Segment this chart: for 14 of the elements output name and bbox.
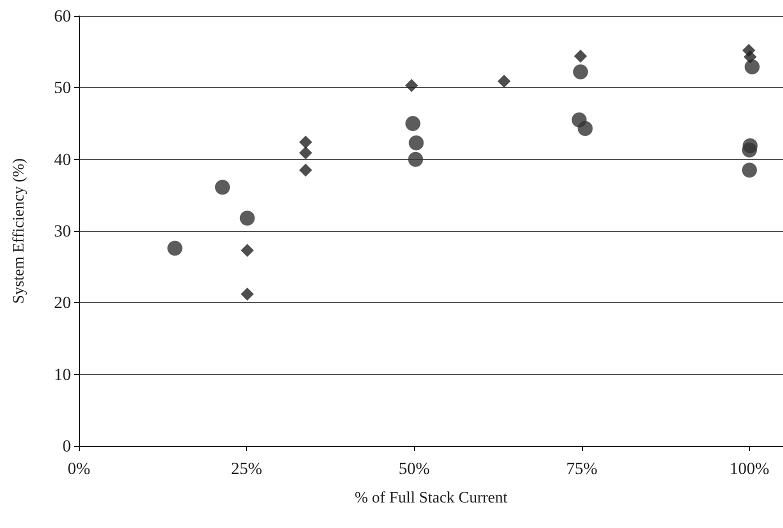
x-axis-title: % of Full Stack Current (354, 490, 508, 506)
x-tick-label: 100% (730, 459, 770, 478)
y-tick-label: 10 (54, 364, 71, 384)
x-tick-label: 75% (566, 459, 598, 478)
y-tick-label: 40 (54, 150, 71, 169)
y-axis-title: System Efficiency (%) (10, 158, 28, 304)
x-tick-label: 0% (68, 459, 90, 478)
y-tick-label: 50 (54, 78, 71, 98)
y-tick-label: 60 (54, 6, 71, 26)
x-tick-label: 50% (398, 459, 430, 478)
x-tick-label: 25% (231, 459, 262, 478)
y-tick-label: 20 (54, 293, 71, 312)
y-tick-label: 30 (54, 222, 71, 240)
y-tick-label: 0 (62, 436, 71, 456)
